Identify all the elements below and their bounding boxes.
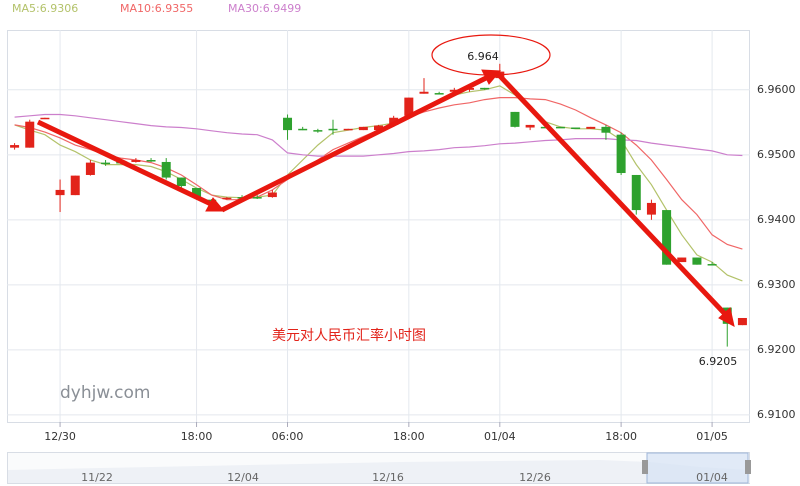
navigator-handle[interactable] bbox=[642, 460, 648, 474]
x-tick-label: 01/04 bbox=[484, 430, 516, 443]
arrow bbox=[36, 119, 215, 208]
candle-body bbox=[601, 126, 611, 133]
candle-body bbox=[25, 121, 35, 148]
candle-body bbox=[692, 257, 702, 265]
candle-body bbox=[85, 162, 95, 175]
candle-body bbox=[101, 162, 111, 165]
candle-body bbox=[662, 210, 672, 265]
candle-body bbox=[328, 128, 338, 131]
candle-body bbox=[404, 97, 414, 116]
candle-body bbox=[677, 257, 687, 263]
candle-body bbox=[571, 127, 581, 130]
y-tick-label: 6.9400 bbox=[757, 213, 796, 226]
highlight-ellipse bbox=[431, 34, 551, 76]
candle-body bbox=[283, 117, 293, 131]
navigator-area bbox=[8, 460, 750, 483]
candle-body bbox=[586, 126, 596, 129]
navigator-selection[interactable] bbox=[646, 452, 749, 484]
navigator-label: 01/04 bbox=[696, 471, 728, 484]
navigator-label: 12/26 bbox=[519, 471, 551, 484]
candle-body bbox=[176, 177, 186, 187]
candle-body bbox=[646, 202, 656, 215]
legend-entry: MA10:6.9355 bbox=[120, 2, 193, 15]
x-tick-label: 06:00 bbox=[272, 430, 304, 443]
arrow bbox=[496, 72, 727, 316]
navigator-label: 11/22 bbox=[81, 471, 113, 484]
x-tick-label: 18:00 bbox=[181, 430, 213, 443]
legend-entry: MA5:6.9306 bbox=[12, 2, 78, 15]
watermark: dyhjw.com bbox=[60, 383, 150, 403]
candle-body bbox=[146, 160, 156, 162]
navigator bbox=[7, 452, 751, 484]
chart-subtitle: 美元对人民币汇率小时图 bbox=[272, 327, 426, 344]
candles bbox=[10, 63, 747, 347]
ma-line bbox=[14, 113, 743, 157]
y-tick-label: 6.9300 bbox=[757, 278, 796, 291]
candle-body bbox=[616, 134, 626, 174]
arrows bbox=[36, 69, 735, 327]
candle-body bbox=[434, 93, 444, 95]
legend: MA5:6.9306 MA10:6.9355 MA30:6.9499 bbox=[12, 2, 301, 15]
candle-body bbox=[298, 128, 308, 131]
candle-body bbox=[480, 87, 490, 90]
candle-body bbox=[389, 117, 399, 125]
candle-body bbox=[374, 125, 383, 131]
y-tick-label: 6.9100 bbox=[757, 408, 796, 421]
candle-body bbox=[313, 130, 323, 132]
high-label: 6.964 bbox=[467, 50, 499, 63]
x-tick-label: 18:00 bbox=[605, 430, 637, 443]
y-tick-label: 6.9500 bbox=[757, 148, 796, 161]
ma-line bbox=[14, 96, 743, 250]
candle-body bbox=[222, 197, 232, 200]
x-tick-label: 01/05 bbox=[696, 430, 728, 443]
y-tick-label: 6.9600 bbox=[757, 83, 796, 96]
arrow-head bbox=[205, 197, 226, 212]
plot-frame bbox=[7, 30, 750, 423]
x-tick-label: 18:00 bbox=[393, 430, 425, 443]
arrow bbox=[220, 74, 490, 213]
candle-body bbox=[55, 189, 65, 196]
candle-body bbox=[70, 175, 80, 196]
navigator-label: 12/16 bbox=[372, 471, 404, 484]
arrow-head bbox=[718, 307, 735, 327]
candle-body bbox=[192, 187, 202, 198]
x-tick-label: 12/30 bbox=[44, 430, 76, 443]
y-tick-label: 6.9200 bbox=[757, 343, 796, 356]
candle-body bbox=[419, 91, 429, 94]
legend-entry: MA30:6.9499 bbox=[228, 2, 301, 15]
candle-body bbox=[252, 197, 262, 199]
candle-body bbox=[161, 161, 171, 178]
candle-body bbox=[555, 126, 565, 129]
candle-body bbox=[358, 126, 368, 131]
candle-body bbox=[449, 89, 459, 92]
navigator-labels: 11/22 12/04 12/16 12/26 01/04 bbox=[81, 471, 728, 484]
candle-body bbox=[631, 174, 641, 211]
candle-body bbox=[707, 264, 717, 266]
arrow-head bbox=[481, 69, 502, 85]
candle-body bbox=[737, 317, 747, 326]
grid: 6.9100 6.9200 6.9300 6.9400 6.9500 6.9600 12/3… bbox=[7, 30, 796, 443]
candle-body bbox=[40, 117, 50, 120]
candle-body bbox=[267, 192, 277, 198]
candle-body bbox=[510, 111, 520, 127]
navigator-handle[interactable] bbox=[745, 460, 751, 474]
low-label: 6.9205 bbox=[699, 355, 738, 368]
candle-body bbox=[10, 145, 20, 148]
candle-body bbox=[131, 160, 141, 162]
navigator-label: 12/04 bbox=[227, 471, 259, 484]
candle-body bbox=[525, 124, 535, 128]
candle-body bbox=[343, 128, 353, 131]
